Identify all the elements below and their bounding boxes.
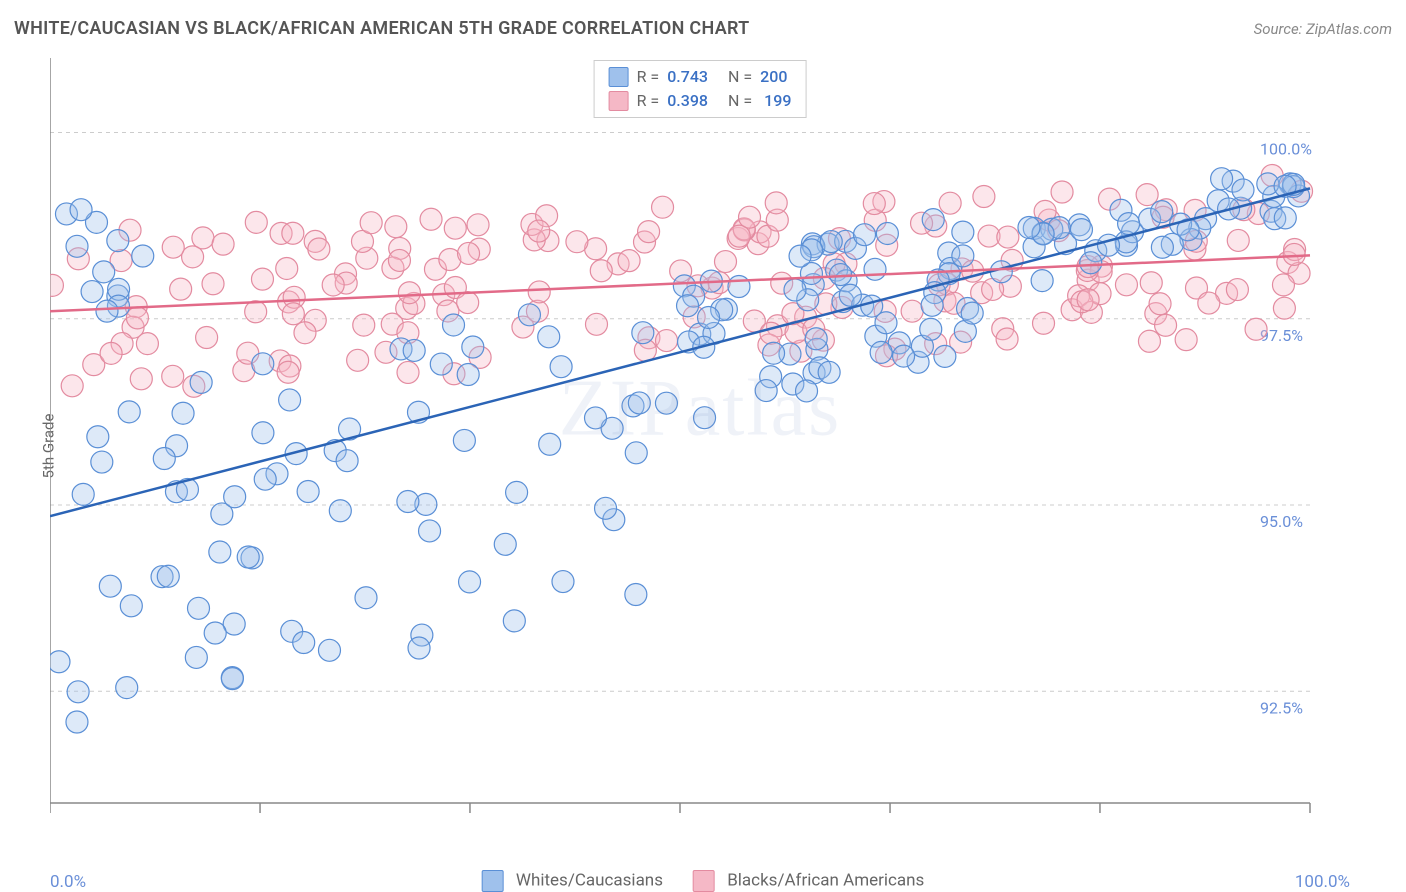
stat-n-label: N = — [728, 65, 752, 89]
legend-item-black: Blacks/African Americans — [693, 870, 924, 892]
swatch-white-icon — [482, 870, 504, 892]
chart-title: WHITE/CAUCASIAN VS BLACK/AFRICAN AMERICA… — [14, 18, 750, 39]
stat-n-white: 200 — [760, 65, 787, 89]
stat-n-label: N = — [728, 89, 756, 113]
legend-label-white: Whites/Caucasians — [516, 870, 663, 890]
x-axis-min-label: 0.0% — [50, 872, 86, 892]
svg-text:100.0%: 100.0% — [1260, 140, 1312, 159]
swatch-black-icon — [609, 91, 629, 111]
stat-n-black: 199 — [764, 89, 791, 113]
stat-r-white: 0.743 — [667, 65, 708, 89]
stats-row-black: R = 0.398 N = 199 — [609, 89, 792, 113]
stats-row-white: R = 0.743 N = 200 — [609, 65, 792, 89]
stats-legend: R = 0.743 N = 200 R = 0.398 N = 199 — [594, 60, 807, 118]
scatter-svg: 92.5%95.0%97.5%100.0% — [50, 58, 1350, 838]
stat-r-label: R = — [637, 65, 660, 89]
swatch-white-icon — [609, 67, 629, 87]
swatch-black-icon — [693, 870, 715, 892]
legend-item-white: Whites/Caucasians — [482, 870, 663, 892]
source-label: Source: ZipAtlas.com — [1254, 20, 1392, 38]
x-axis-max-label: 100.0% — [1295, 872, 1350, 892]
stat-r-label: R = — [637, 89, 660, 113]
chart-area: R = 0.743 N = 200 R = 0.398 N = 199 ZIPa… — [50, 58, 1350, 838]
svg-text:95.0%: 95.0% — [1260, 512, 1303, 531]
series-legend: Whites/Caucasians Blacks/African America… — [482, 870, 925, 892]
stat-r-black: 0.398 — [667, 89, 708, 113]
legend-label-black: Blacks/African Americans — [727, 870, 924, 890]
svg-text:92.5%: 92.5% — [1260, 698, 1303, 717]
